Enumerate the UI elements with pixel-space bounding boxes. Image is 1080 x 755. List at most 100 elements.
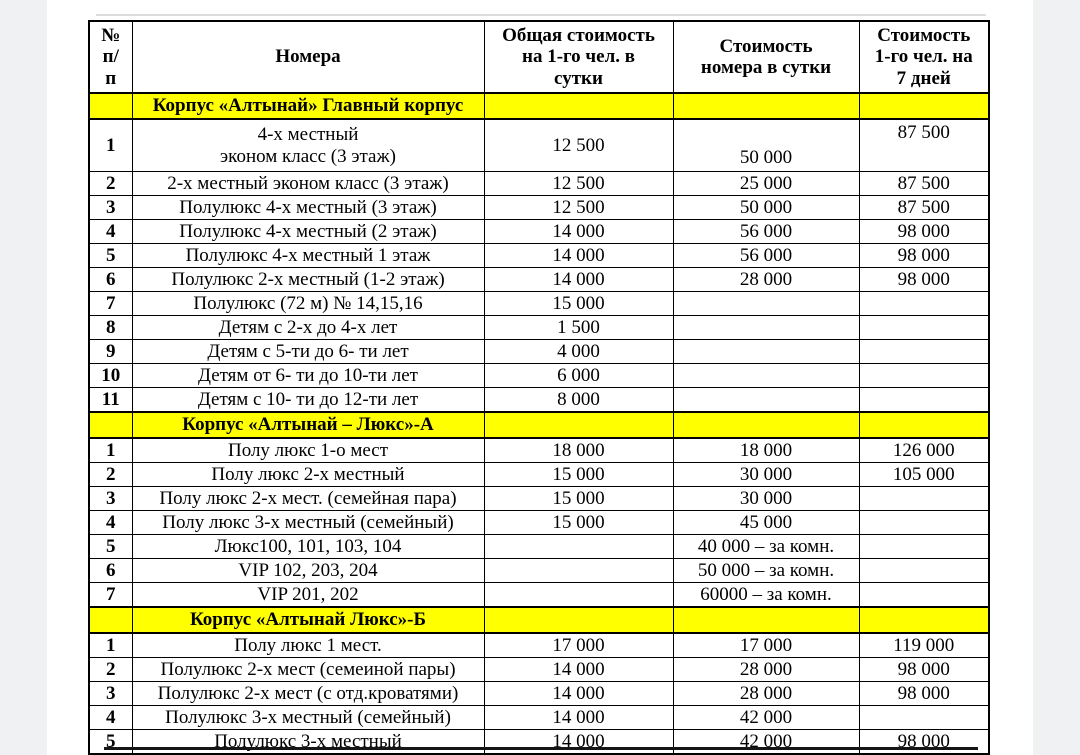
price-per-room-day: 18 000 (672, 437, 860, 463)
column-header-cost-per-person-7days: Стоимость 1-го чел. на 7 дней (858, 20, 990, 94)
price-per-room-day: 28 000 (672, 267, 860, 292)
price-per-person-7days: 98 000 (858, 681, 990, 706)
price-per-person-7days: 119 000 (858, 632, 990, 658)
room-name: Люкс100, 101, 103, 104 (131, 534, 485, 559)
price-per-room-day: 30 000 (672, 486, 860, 511)
room-name: Полулюкс (72 м) № 14,15,16 (131, 291, 485, 316)
row-number: 1 (88, 437, 133, 463)
price-per-room-day: 56 000 (672, 219, 860, 244)
row-number: 6 (88, 558, 133, 583)
price-per-room-day: 56 000 (672, 243, 860, 268)
row-number: 6 (88, 267, 133, 292)
table-row: 5 Полулюкс 3-х местный 14 000 42 000 98 000 (88, 729, 990, 755)
room-name: 4-х местный эконом класс (3 этаж) (131, 118, 485, 172)
section-empty-cell (858, 606, 990, 634)
header-row: № п/ п Номера Общая стоимость на 1-го че… (88, 20, 990, 94)
row-number: 2 (88, 171, 133, 196)
table-row: 10 Детям от 6- ти до 10-ти лет 6 000 (88, 363, 990, 388)
price-per-person-7days (858, 510, 990, 535)
price-per-person-7days: 87 500 (858, 118, 990, 172)
price-per-room-day: 28 000 (672, 657, 860, 682)
section-empty-cell (88, 92, 133, 120)
section-title: Корпус «Алтынай» Главный корпус (131, 92, 485, 120)
row-number: 5 (88, 243, 133, 268)
table-row: 1 4-х местный эконом класс (3 этаж) 12 500… (88, 118, 990, 172)
price-per-person-7days (858, 315, 990, 340)
cropped-row-remnant-line (96, 14, 986, 16)
price-per-person-day: 1 500 (483, 315, 674, 340)
table-row: 2 Полулюкс 2-х мест (семеиной пары) 14 000… (88, 657, 990, 682)
table-row: 1 Полу люкс 1-о мест 18 000 18 000 126 000 (88, 437, 990, 463)
section-empty-cell (672, 411, 860, 439)
room-name: Полу люкс 3-х местный (семейный) (131, 510, 485, 535)
price-per-person-day: 4 000 (483, 339, 674, 364)
price-per-person-day: 14 000 (483, 243, 674, 268)
table-row: 6 Полулюкс 2-х местный (1-2 этаж) 14 000 28… (88, 267, 990, 292)
room-name: Полу люкс 2-х мест. (семейная пара) (131, 486, 485, 511)
table-row: 5 Полулюкс 4-х местный 1 этаж 14 000 56 000… (88, 243, 990, 268)
column-header-total-cost-per-person-day: Общая стоимость на 1-го чел. в сутки (483, 20, 674, 94)
price-per-person-day: 15 000 (483, 291, 674, 316)
room-name: Полулюкс 3-х местный (131, 729, 485, 755)
price-per-room-day: 40 000 – за комн. (672, 534, 860, 559)
room-name: Полу люкс 2-х местный (131, 462, 485, 487)
price-per-person-7days (858, 486, 990, 511)
row-number: 11 (88, 387, 133, 413)
price-per-person-day (483, 534, 674, 559)
table-row: 2 Полу люкс 2-х местный 15 000 30 000 105 00… (88, 462, 990, 487)
table-row: 4 Полулюкс 3-х местный (семейный) 14 000 42… (88, 705, 990, 730)
price-per-person-day (483, 582, 674, 608)
column-header-number: № п/ п (88, 20, 133, 94)
price-per-room-day (672, 339, 860, 364)
row-number: 2 (88, 657, 133, 682)
section-title: Корпус «Алтынай – Люкс»-А (131, 411, 485, 439)
table-row: 9 Детям с 5-ти до 6- ти лет 4 000 (88, 339, 990, 364)
row-number: 8 (88, 315, 133, 340)
table-row: 2 2-х местный эконом класс (3 этаж) 12 500… (88, 171, 990, 196)
price-per-person-day: 14 000 (483, 267, 674, 292)
room-name: Детям с 5-ти до 6- ти лет (131, 339, 485, 364)
room-name: Полу люкс 1-о мест (131, 437, 485, 463)
column-header-rooms: Номера (131, 20, 485, 94)
room-name: VIP 102, 203, 204 (131, 558, 485, 583)
section-empty-cell (672, 606, 860, 634)
price-per-person-day: 12 500 (483, 171, 674, 196)
price-per-person-7days: 98 000 (858, 657, 990, 682)
table-row: 3 Полулюкс 2-х мест (с отд.кроватями) 14 0… (88, 681, 990, 706)
room-name: 2-х местный эконом класс (3 этаж) (131, 171, 485, 196)
price-per-person-7days (858, 291, 990, 316)
price-per-person-day: 8 000 (483, 387, 674, 413)
room-name: Полулюкс 4-х местный (2 этаж) (131, 219, 485, 244)
price-per-person-day: 15 000 (483, 510, 674, 535)
table-row: 3 Полу люкс 2-х мест. (семейная пара) 15 0… (88, 486, 990, 511)
section-empty-cell (88, 411, 133, 439)
table-row: 7 Полулюкс (72 м) № 14,15,16 15 000 (88, 291, 990, 316)
section-header-row: Корпус «Алтынай Люкс»-Б (88, 606, 990, 634)
section-empty-cell (858, 411, 990, 439)
table-row: 1 Полу люкс 1 мест. 17 000 17 000 119 000 (88, 632, 990, 658)
row-number: 9 (88, 339, 133, 364)
price-per-person-7days (858, 534, 990, 559)
room-name: Детям с 10- ти до 12-ти лет (131, 387, 485, 413)
room-name: Полулюкс 4-х местный 1 этаж (131, 243, 485, 268)
row-number: 4 (88, 219, 133, 244)
price-per-person-day: 17 000 (483, 632, 674, 658)
price-per-person-day: 12 500 (483, 118, 674, 172)
price-per-person-7days (858, 363, 990, 388)
row-number: 4 (88, 705, 133, 730)
price-per-room-day: 45 000 (672, 510, 860, 535)
row-number: 5 (88, 534, 133, 559)
table-row: 6 VIP 102, 203, 204 50 000 – за комн. (88, 558, 990, 583)
price-per-person-day: 14 000 (483, 219, 674, 244)
room-name: Полулюкс 3-х местный (семейный) (131, 705, 485, 730)
price-per-person-7days: 87 500 (858, 195, 990, 220)
row-number: 4 (88, 510, 133, 535)
price-per-person-7days: 98 000 (858, 219, 990, 244)
row-number: 1 (88, 118, 133, 172)
section-title: Корпус «Алтынай Люкс»-Б (131, 606, 485, 634)
price-table: № п/ п Номера Общая стоимость на 1-го че… (88, 20, 990, 755)
price-per-room-day: 50 000 (672, 118, 860, 172)
table-row: 5 Люкс100, 101, 103, 104 40 000 – за комн. (88, 534, 990, 559)
row-number: 7 (88, 291, 133, 316)
row-number: 5 (88, 729, 133, 755)
